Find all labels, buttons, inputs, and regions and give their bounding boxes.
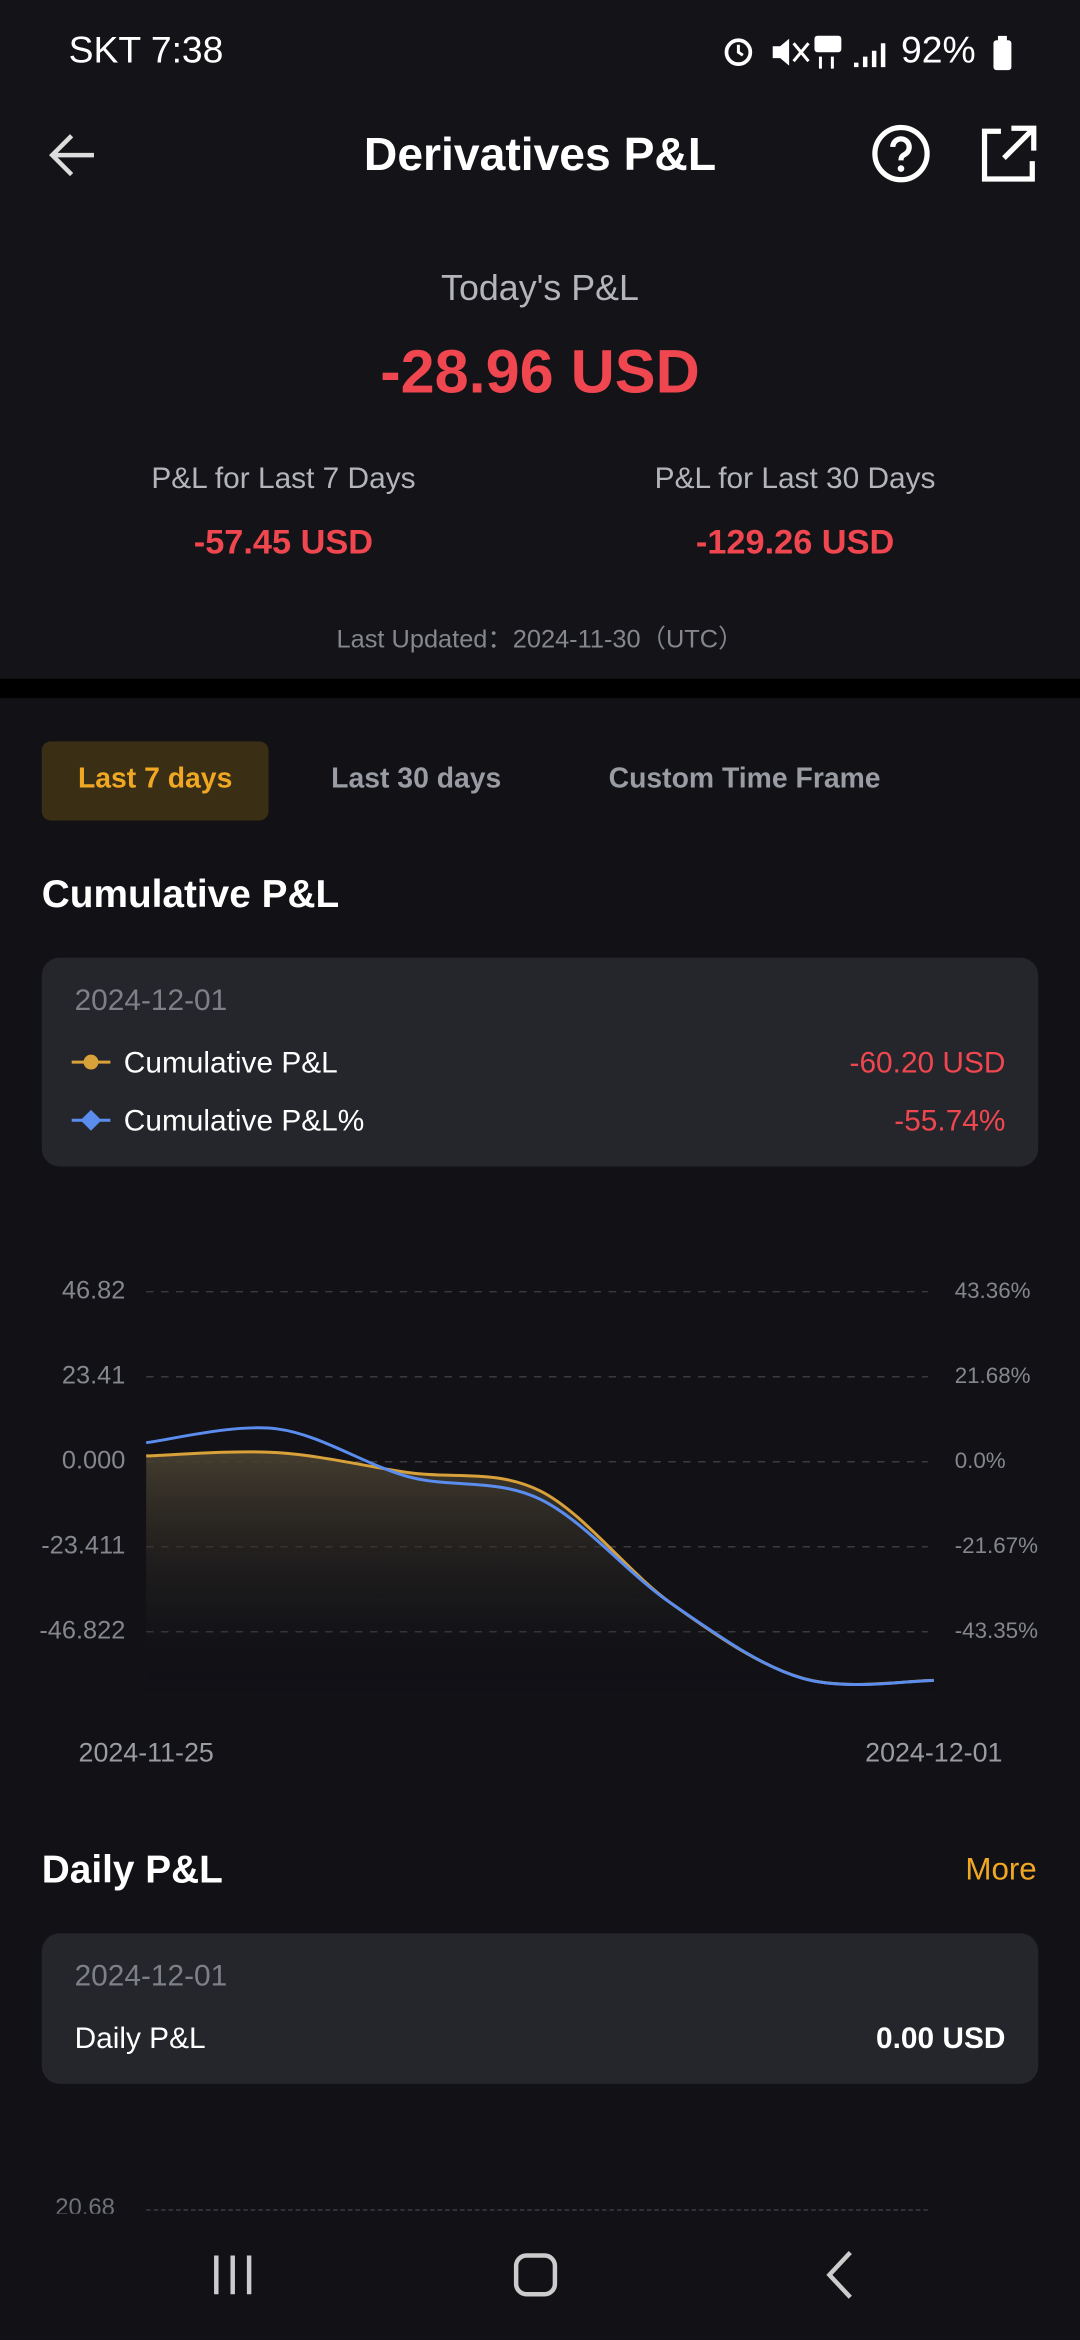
y-tick-label: 23.41 [62, 1361, 125, 1389]
tab[interactable]: Last 30 days [331, 763, 502, 796]
chart: 46.82 23.41 0.000 -23.411 -46.822 43.36% 21.68… [39, 1276, 1038, 1767]
y-tick-label: -46.822 [39, 1616, 125, 1644]
x-tick-label: 2024-12-01 [865, 1737, 1002, 1767]
summary-panel [0, 0, 1080, 679]
daily-value: 0.00 USD [876, 2022, 1006, 2056]
y2-tick-label: -43.35% [955, 1618, 1038, 1643]
status-icons [724, 35, 886, 69]
divider [0, 678, 1080, 699]
daily-card [41, 1933, 1039, 2084]
page-title: Derivatives P&L [363, 128, 717, 181]
tooltip-value: -55.74% [894, 1105, 1006, 1139]
y2-tick-label: 0.0% [955, 1448, 1006, 1473]
today-label: Today's P&L [441, 268, 639, 309]
tooltip-label: Cumulative P&L% [123, 1105, 365, 1139]
help-button[interactable] [871, 124, 934, 187]
legend-icon [71, 1054, 111, 1070]
nav-bar [0, 2213, 1080, 2340]
y2-tick-label: 21.68% [955, 1363, 1031, 1388]
y-tick-label: -23.411 [41, 1531, 125, 1559]
last30-value: -129.26 USD [695, 522, 895, 561]
share-button[interactable] [976, 124, 1039, 187]
y2-tick-label: -21.67% [955, 1533, 1038, 1558]
y-tick-label: 0.000 [62, 1446, 125, 1474]
daily-date: 2024-12-01 [74, 1960, 228, 1993]
y2-tick-label: 43.36% [955, 1278, 1031, 1303]
last30-label: P&L for Last 30 Days [654, 462, 936, 496]
area [146, 1451, 934, 1694]
x-tick-label: 2024-11-25 [79, 1737, 214, 1767]
more-link[interactable]: More [965, 1852, 1037, 1888]
tab[interactable]: Last 7 days [77, 763, 233, 796]
status-time: SKT 7:38 [68, 29, 224, 72]
tooltip-date: 2024-12-01 [74, 984, 228, 1018]
daily-label: Daily P&L [74, 2022, 206, 2056]
tab[interactable]: Custom Time Frame [608, 763, 881, 796]
tooltip-value: -60.20 USD [849, 1047, 1006, 1081]
section-title: Daily P&L [41, 1846, 223, 1892]
grid-line [146, 2209, 928, 2211]
tab-active[interactable] [41, 741, 269, 821]
section-title: Cumulative P&L [41, 871, 340, 916]
battery-icon [993, 35, 1012, 71]
legend-icon [71, 1109, 111, 1131]
nav-icons [214, 2250, 852, 2299]
last7-value: -57.45 USD [193, 522, 374, 561]
line [146, 1426, 934, 1687]
tooltip-label: Cumulative P&L [123, 1047, 338, 1081]
last-updated: Last Updated：2024-11-30（UTC） [336, 625, 744, 654]
back-button[interactable] [45, 128, 99, 182]
y-tick-label: 46.82 [62, 1276, 125, 1304]
today-value: -28.96 USD [380, 337, 700, 406]
battery-level: 92% [900, 29, 976, 72]
tooltip-card [41, 957, 1039, 1167]
last7-label: P&L for Last 7 Days [151, 462, 416, 496]
